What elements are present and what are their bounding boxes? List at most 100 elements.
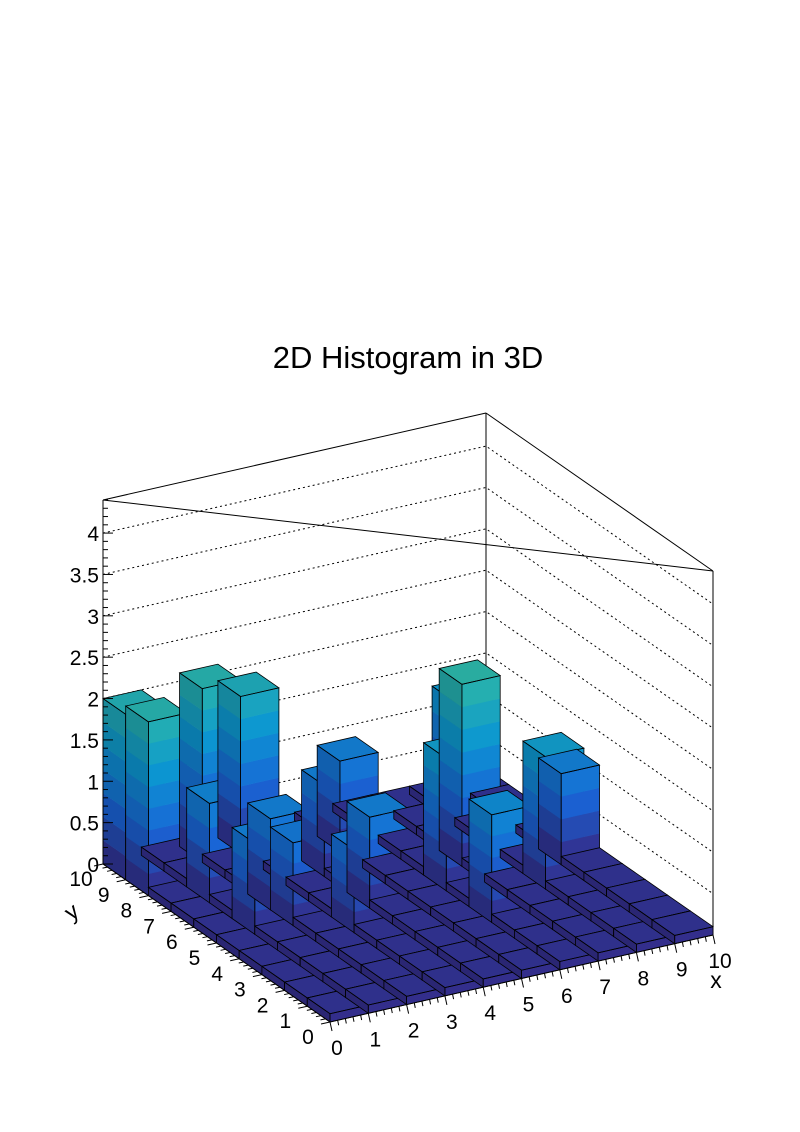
y-tick	[320, 1021, 331, 1025]
x-minor-tick	[566, 967, 569, 974]
x-tick	[482, 987, 486, 997]
bar-outline-side	[438, 667, 463, 868]
x-tick-label: 2	[408, 1020, 420, 1043]
bar-outline-side	[538, 757, 562, 866]
y-minor-tick	[202, 936, 208, 939]
y-minor-tick	[197, 933, 203, 936]
bar-outline-side	[613, 927, 637, 954]
y-tick	[207, 942, 217, 946]
x-minor-tick	[605, 959, 608, 965]
x-minor-tick	[643, 950, 646, 956]
y-minor-tick	[156, 904, 163, 907]
x-tick-label: 8	[638, 967, 650, 990]
x-minor-tick	[651, 948, 654, 955]
gridline	[102, 611, 714, 770]
y-minor-tick	[243, 964, 249, 967]
y-minor-tick	[179, 920, 185, 923]
x-minor-tick	[337, 1020, 340, 1026]
y-tick	[93, 863, 104, 867]
x-minor-tick	[658, 947, 661, 953]
y-minor-tick	[284, 993, 290, 996]
bar-cell-x7-y6	[438, 659, 502, 868]
z-tick-label: 0	[87, 854, 99, 877]
bar-outline-side	[269, 826, 294, 927]
x-tick-label: 1	[369, 1028, 381, 1051]
y-tick	[275, 989, 285, 993]
x-tick-label: 4	[484, 1002, 496, 1025]
y-tick-label: 6	[166, 931, 178, 954]
y-minor-tick	[134, 888, 140, 891]
x-axis-label: x	[710, 967, 722, 993]
x-minor-tick	[505, 981, 508, 988]
x-minor-tick	[360, 1014, 363, 1021]
y-minor-tick	[293, 999, 299, 1002]
x-tick	[367, 1013, 371, 1023]
bar-outline-side	[217, 679, 242, 855]
y-minor-tick	[129, 885, 135, 888]
y-tick	[116, 879, 126, 883]
x-minor-tick	[421, 1001, 424, 1007]
x-minor-tick	[574, 966, 577, 972]
y-minor-tick	[247, 967, 253, 970]
x-minor-tick	[498, 983, 501, 989]
bar-outline-side	[345, 988, 369, 1015]
y-tick	[161, 910, 172, 914]
x-tick	[597, 960, 601, 971]
x-tick	[444, 995, 448, 1006]
x-minor-tick	[413, 1002, 416, 1008]
bar-outline-side	[651, 918, 676, 945]
x-tick-label: 3	[446, 1011, 458, 1034]
bar-cell-x9-y0	[651, 910, 714, 945]
frame-edge	[485, 412, 714, 572]
y-minor-tick	[193, 929, 199, 932]
bar-outline-side	[460, 962, 484, 988]
y-minor-tick	[161, 907, 167, 910]
y-minor-tick	[297, 1002, 303, 1005]
y-minor-tick	[252, 970, 258, 973]
bar-outline-side	[346, 800, 371, 909]
frame-edge	[102, 499, 714, 572]
z-tick-label: 3.5	[70, 564, 99, 587]
x-tick-label: 7	[599, 976, 611, 999]
bar-outline-side	[536, 944, 561, 971]
y-tick-label: 4	[211, 963, 223, 986]
x-minor-tick	[475, 988, 478, 995]
y-tick-label: 3	[234, 979, 246, 1002]
x-tick	[559, 969, 563, 979]
x-minor-tick	[390, 1007, 393, 1014]
y-tick	[298, 1005, 308, 1009]
gridline	[102, 569, 714, 729]
x-minor-tick	[582, 964, 585, 970]
bar-outline-side	[316, 744, 341, 853]
y-minor-tick	[270, 983, 276, 986]
x-minor-tick	[452, 994, 455, 1000]
bar-cell-x9-y5	[537, 748, 601, 866]
y-minor-tick	[184, 923, 190, 926]
x-minor-tick	[352, 1016, 355, 1022]
x-tick	[712, 934, 716, 945]
y-minor-tick	[170, 914, 176, 917]
y-minor-tick	[215, 945, 222, 948]
y-tick-label: 8	[121, 900, 133, 923]
y-minor-tick	[315, 1015, 322, 1018]
z-tick-label: 2.5	[70, 647, 99, 670]
y-minor-tick	[320, 1018, 326, 1021]
x-minor-tick	[666, 945, 669, 951]
x-minor-tick	[459, 992, 462, 998]
y-minor-tick	[238, 961, 244, 964]
bar-outline-side	[575, 936, 599, 962]
bar-outline-side	[498, 953, 522, 980]
x-minor-tick	[375, 1011, 378, 1017]
y-minor-tick	[147, 898, 154, 901]
x-tick-label: 0	[331, 1037, 343, 1060]
y-minor-tick	[138, 891, 144, 894]
x-minor-tick	[513, 980, 516, 986]
z-tick-label: 1.5	[70, 730, 99, 753]
x-minor-tick	[383, 1009, 386, 1015]
x-minor-tick	[551, 971, 554, 977]
histogram-bars	[102, 659, 714, 1023]
x-minor-tick	[528, 976, 531, 982]
x-minor-tick	[589, 962, 592, 968]
y-minor-tick	[175, 917, 181, 920]
